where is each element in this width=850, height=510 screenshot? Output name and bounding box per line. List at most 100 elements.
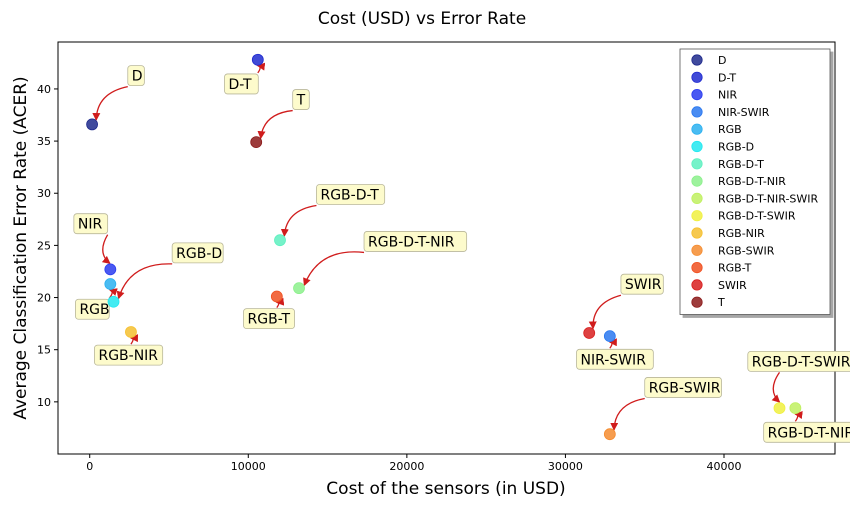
- annotation-label: RGB-NIR: [98, 348, 158, 364]
- legend-item-d-t: D-T: [691, 71, 736, 84]
- annotation-label: RGB-D: [176, 246, 222, 262]
- point-rgb-d-t-swir: [773, 402, 786, 415]
- annotation-arrow: [257, 109, 293, 140]
- annotation-label: RGB: [79, 302, 109, 318]
- legend-marker: [691, 244, 703, 256]
- annotation-box: [243, 308, 295, 330]
- annotations-layer: D D-T T NIR RGB-D RGB RGB-NIR RGB-D-T RGB-D-T-NI…: [73, 62, 850, 443]
- annotation-d: D: [92, 65, 145, 122]
- annotation-label: RGB-T: [248, 312, 291, 328]
- annotation-label: SWIR: [625, 277, 662, 293]
- point-rgb-d: [107, 295, 120, 308]
- legend-label: SWIR: [718, 279, 747, 292]
- legend-item-nir: NIR: [691, 89, 737, 102]
- annotation-box: [94, 344, 164, 366]
- legend-label: RGB-T: [718, 262, 752, 275]
- point-rgb: [104, 278, 117, 290]
- legend-label: D-T: [718, 71, 736, 84]
- x-tick-label: 0: [86, 460, 93, 473]
- annotation-arrow: [610, 397, 645, 431]
- x-tick-label: 30000: [548, 460, 583, 473]
- annotation-box: [75, 298, 110, 320]
- legend-item-d: D: [691, 54, 726, 67]
- x-axis-label: Cost of the sensors (in USD): [326, 479, 565, 499]
- point-nir: [104, 263, 117, 276]
- annotation-box: [763, 421, 850, 443]
- annotation-label: RGB-D-T: [320, 187, 379, 203]
- chart-title: Cost (USD) vs Error Rate: [318, 9, 526, 29]
- annotation-label: T: [296, 93, 306, 109]
- legend-marker: [691, 71, 703, 83]
- legend-marker: [691, 192, 703, 204]
- point-d-t: [251, 53, 264, 66]
- annotation-rgb-d: RGB-D: [116, 242, 224, 300]
- annotation-arrow: [280, 204, 317, 238]
- annotation-box: [292, 89, 310, 110]
- legend-label: D: [718, 54, 726, 67]
- y-axis-label: Average Classification Error Rate (ACER): [11, 76, 31, 419]
- legend-marker: [691, 227, 703, 239]
- point-rgb-nir: [125, 326, 137, 338]
- legend-box: [679, 48, 831, 315]
- annotation-box: [363, 231, 468, 252]
- annotation-rgb-d-t-nir: RGB-D-T-NIR: [303, 231, 468, 287]
- legend-item-rgb-d-t-swir: RGB-D-T-SWIR: [691, 210, 796, 223]
- legend-label: RGB-D-T-NIR: [718, 175, 786, 188]
- annotation-arrow: [771, 372, 781, 403]
- point-rgb-d-t-nir-swir: [789, 402, 802, 415]
- legend-marker: [691, 175, 703, 187]
- legend-item-rgb-swir: RGB-SWIR: [691, 244, 775, 257]
- legend-label: RGB-SWIR: [718, 244, 775, 257]
- legend-marker: [691, 54, 703, 66]
- annotation-label: NIR: [78, 217, 103, 233]
- annotation-rgb-d-t: RGB-D-T: [280, 184, 386, 238]
- y-tick-label: 25: [37, 239, 51, 252]
- point-rgb-d-t: [274, 234, 286, 247]
- annotation-arrow: [256, 62, 266, 74]
- legend-marker: [691, 279, 703, 291]
- legend-item-swir: SWIR: [691, 279, 747, 292]
- annotation-arrow: [794, 411, 803, 422]
- annotation-box: [171, 242, 224, 264]
- legend-marker: [691, 296, 703, 308]
- annotation-label: RGB-SWIR: [649, 380, 721, 396]
- legend-item-rgb: RGB: [691, 123, 742, 136]
- annotation-label: NIR-SWIR: [581, 352, 647, 368]
- legend-label: RGB: [718, 123, 742, 136]
- legend: D D-T NIR NIR-SWIR RGB RGB-D RGB-D-T RGB-D-T-NI…: [679, 48, 831, 315]
- annotation-rgb-d-t-nir-swir: RGB-D-T-NIR-SWIR: [763, 411, 850, 443]
- annotation-arrow: [588, 294, 622, 330]
- legend-label: RGB-D-T-NIR-SWIR: [718, 192, 819, 205]
- annotation-arrow: [129, 334, 139, 345]
- y-tick-label: 35: [37, 135, 51, 148]
- annotation-rgb-nir: RGB-NIR: [94, 334, 164, 366]
- y-tick-label: 15: [37, 344, 51, 357]
- annotation-arrow: [101, 234, 111, 265]
- point-rgb-d-t-nir: [293, 282, 305, 295]
- x-tick-label: 40000: [707, 460, 742, 473]
- y-tick-label: 10: [37, 396, 51, 409]
- legend-marker: [691, 89, 703, 101]
- annotation-label: RGB-D-T-NIR: [368, 234, 455, 250]
- legend-label: RGB-D: [718, 141, 754, 154]
- annotation-box: [73, 213, 109, 235]
- annotation-label: RGB-D-T-NIR-SWIR: [768, 425, 850, 441]
- annotation-box: [224, 73, 259, 95]
- legend-item-rgb-t: RGB-T: [691, 262, 752, 275]
- y-tick-label: 40: [37, 83, 51, 96]
- legend-label: RGB-NIR: [718, 227, 765, 240]
- annotation-swir: SWIR: [588, 273, 664, 330]
- annotation-arrow: [92, 85, 128, 122]
- annotation-rgb-d-t-swir: RGB-D-T-SWIR: [747, 350, 850, 403]
- annotation-d-t: D-T: [224, 62, 266, 95]
- annotation-label: D: [132, 69, 143, 85]
- legend-item-nir-swir: NIR-SWIR: [691, 106, 770, 119]
- y-tick-label: 30: [37, 187, 51, 200]
- legend-item-rgb-d: RGB-D: [691, 141, 754, 154]
- legend-label: RGB-D-T: [718, 158, 764, 171]
- x-tick-label: 20000: [389, 460, 424, 473]
- annotation-box: [620, 273, 664, 295]
- point-rgb-swir: [603, 428, 616, 441]
- legend-marker: [691, 123, 703, 135]
